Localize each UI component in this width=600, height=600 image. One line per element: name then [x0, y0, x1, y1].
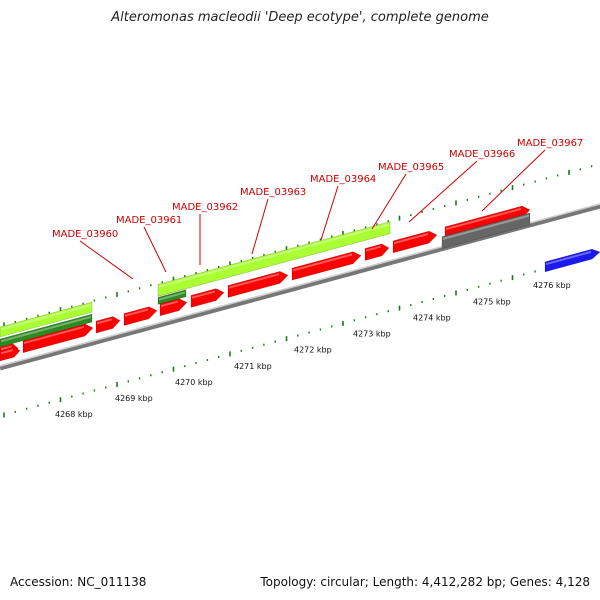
ruler-label: 4269 kbp	[115, 394, 153, 403]
gene-label: MADE_03963	[240, 187, 306, 198]
gene-leader-line	[143, 226, 167, 273]
ruler-label: 4275 kbp	[473, 297, 511, 306]
cds-arrow	[227, 271, 289, 298]
gene-label: MADE_03960	[52, 229, 118, 240]
ruler-labels: 4268 kbp 4269 kbp 4270 kbp 4271 kbp 4272 kbp…	[55, 281, 571, 419]
genome-stats: Topology: circular; Length: 4,412,282 bp…	[260, 575, 590, 589]
cds-arrow-shine	[97, 318, 112, 325]
gene-bar-dark-shine	[1, 315, 91, 343]
ruler-label: 4272 kbp	[294, 346, 332, 355]
feature-track	[0, 205, 600, 362]
gene-label: MADE_03964	[310, 174, 376, 185]
ruler-ticks	[3, 165, 593, 418]
cds-arrow-shine	[125, 308, 148, 317]
gene-leader-line	[408, 160, 478, 223]
gene-leader-line	[320, 185, 339, 241]
gene-bar-dark	[0, 313, 93, 348]
gene-bar-dark	[157, 289, 187, 305]
cds-arrow	[0, 346, 21, 362]
label-leaders	[79, 149, 546, 280]
gene-label: MADE_03962	[172, 202, 238, 213]
accession-label: Accession: NC_011138	[10, 575, 147, 589]
cds-arrow	[291, 251, 362, 281]
cds-arrow	[392, 230, 438, 254]
cds-arrow-shine	[1, 345, 12, 351]
cds-arrow-shine	[394, 232, 428, 245]
gene-leader-line	[251, 198, 269, 255]
cds-arrow-shine	[161, 300, 178, 308]
gene-bar-shine	[159, 223, 389, 288]
gene-label: MADE_03966	[449, 149, 515, 160]
cds-arrow-shine	[293, 253, 352, 272]
gene-label: MADE_03967	[517, 138, 583, 149]
cds-arrow-shine	[229, 273, 279, 289]
cds-arrow-shine	[1, 348, 13, 355]
blue-feature-shine	[546, 250, 591, 266]
gene-label: MADE_03965	[378, 162, 444, 173]
gene-label: MADE_03961	[116, 215, 182, 226]
ruler-label: 4268 kbp	[55, 410, 93, 419]
ruler-label: 4271 kbp	[234, 362, 272, 371]
ruler-label: 4276 kbp	[533, 281, 571, 290]
gene-bar	[0, 301, 93, 338]
ruler-label: 4274 kbp	[413, 313, 451, 322]
gene-labels: MADE_03960 MADE_03961 MADE_03962MADE_03963…	[52, 138, 583, 240]
cds-arrow-shine	[192, 290, 215, 299]
gene-leader-line	[481, 149, 546, 212]
cds-arrow-shine	[366, 245, 381, 252]
gene-bar-shine	[1, 303, 91, 331]
cds-arrow	[364, 243, 390, 261]
gene-bar	[157, 221, 391, 297]
ruler-label: 4273 kbp	[353, 330, 391, 339]
backbone-line	[0, 203, 600, 371]
cds-arrow	[190, 288, 225, 308]
cds-arrow-shine	[446, 207, 521, 231]
ruler-label: 4270 kbp	[175, 378, 213, 387]
gene-leader-line	[79, 240, 134, 280]
map-title: Alteromonas macleodii 'Deep ecotype', co…	[111, 10, 489, 25]
gray-feature	[441, 212, 531, 250]
cds-arrow	[95, 316, 121, 334]
gray-feature-shine	[443, 214, 529, 240]
gene-leader-line	[371, 173, 407, 230]
cds-arrow	[159, 298, 188, 317]
cds-arrow	[123, 306, 158, 326]
cds-arrow-shine	[24, 325, 84, 345]
gene-bar-dark-shine	[159, 291, 185, 301]
blue-feature	[544, 248, 600, 273]
